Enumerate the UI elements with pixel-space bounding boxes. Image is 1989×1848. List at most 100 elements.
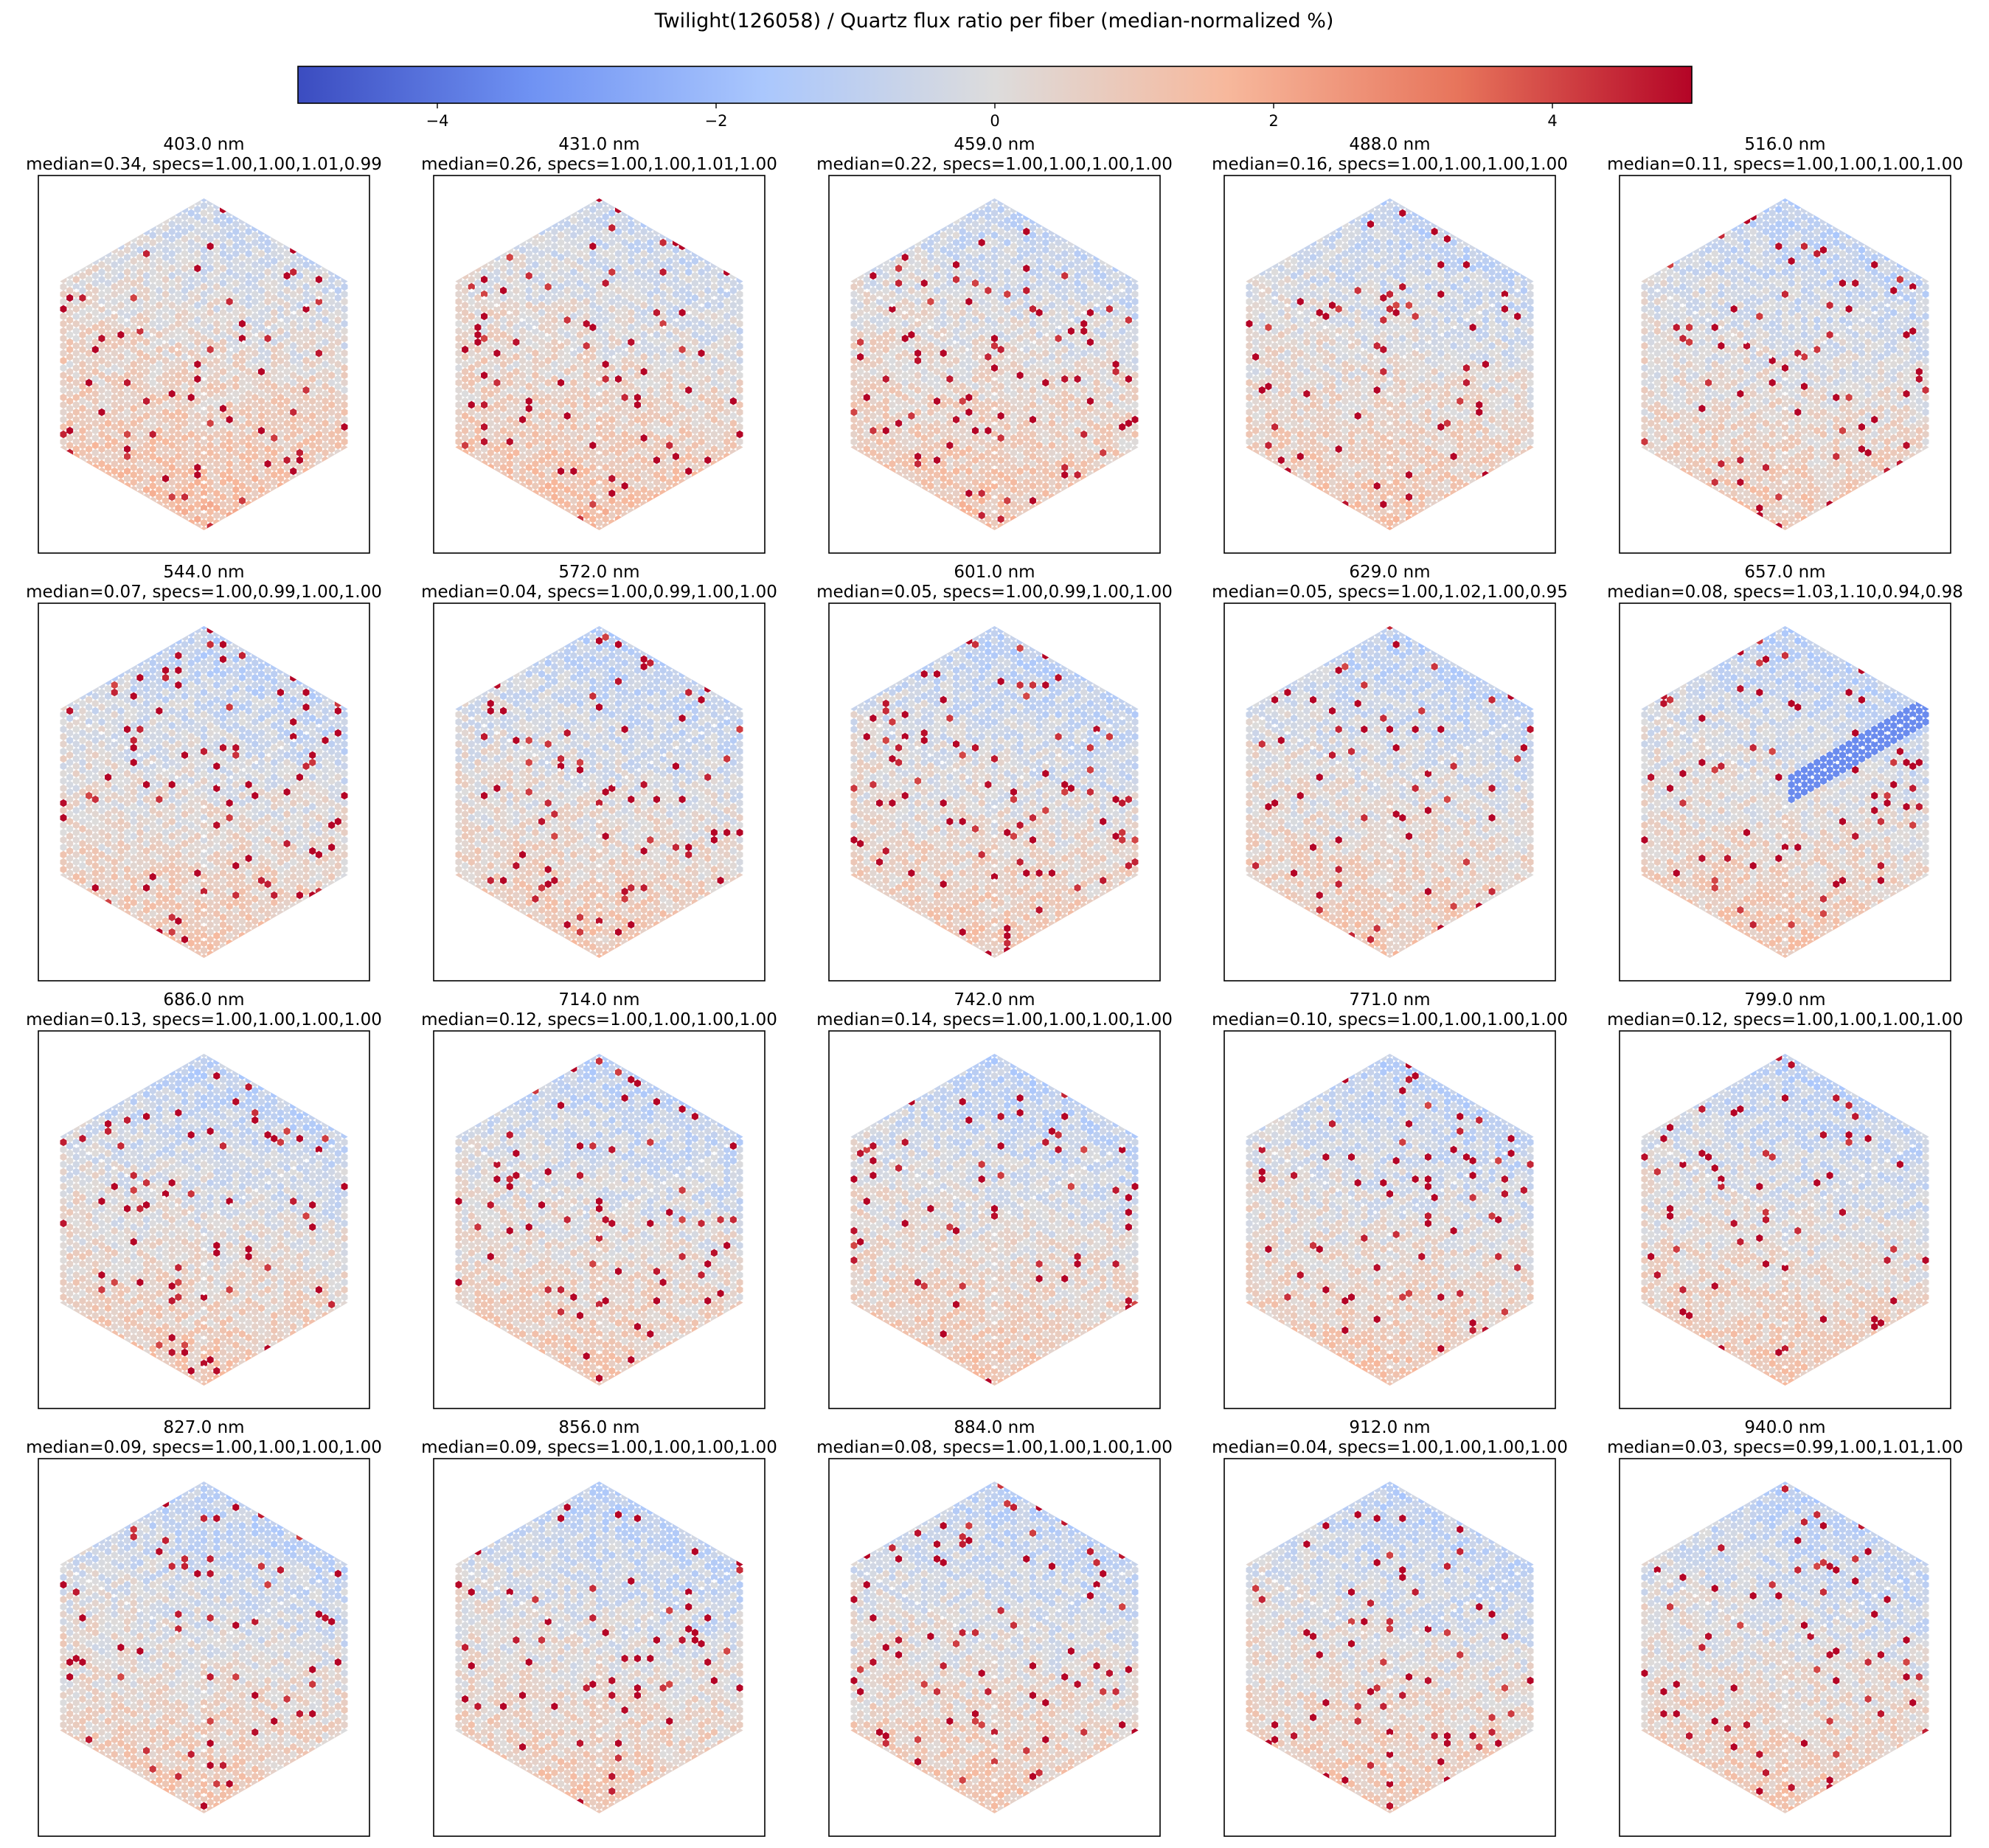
panel-wavelength: 686.0 nm (163, 990, 244, 1010)
panel-stats: median=0.08, specs=1.03,1.10,0.94,0.98 (1607, 583, 1963, 602)
panel-frame (38, 1458, 370, 1837)
colorbar-tick-label: −4 (426, 112, 449, 130)
fiber-map (1246, 198, 1534, 530)
panel-stats: median=0.34, specs=1.00,1.00,1.01,0.99 (26, 155, 382, 174)
fiber-map (1246, 1054, 1534, 1386)
fiber-map (60, 626, 348, 958)
panel-stats: median=0.12, specs=1.00,1.00,1.00,1.00 (421, 1010, 777, 1029)
colorbar-tick-label: 4 (1547, 112, 1557, 130)
panel-wavelength: 742.0 nm (954, 990, 1035, 1010)
panel-wavelength: 827.0 nm (163, 1418, 244, 1437)
colorbar: −4 −2 0 2 4 (297, 66, 1693, 130)
fiber-map (455, 1054, 743, 1386)
fiber-map (850, 626, 1139, 958)
panel-wavelength: 856.0 nm (558, 1418, 639, 1437)
colorbar-tick-label: 0 (990, 112, 999, 130)
panel-frame (828, 1030, 1161, 1409)
panel-frame (433, 602, 766, 982)
panel-frame (38, 175, 370, 554)
panel-wavelength: 459.0 nm (954, 135, 1035, 154)
fiber-map (850, 1054, 1139, 1386)
panel-frame (1619, 1458, 1951, 1837)
panel-frame (1223, 1030, 1556, 1409)
fiber-map (1641, 1481, 1929, 1813)
fiber-map (455, 626, 743, 958)
fiber-map (1641, 1054, 1929, 1386)
panel-stats: median=0.04, specs=1.00,1.00,1.00,1.00 (1212, 1438, 1568, 1457)
panel-frame (1223, 602, 1556, 982)
panel-frame (1619, 602, 1951, 982)
fiber-map (1246, 1481, 1534, 1813)
panel-stats: median=0.26, specs=1.00,1.00,1.01,1.00 (421, 155, 777, 174)
panel-wavelength: 601.0 nm (954, 563, 1035, 582)
panel-frame (1223, 175, 1556, 554)
panel-stats: median=0.13, specs=1.00,1.00,1.00,1.00 (26, 1010, 382, 1029)
fiber-map (60, 198, 348, 530)
panel-frame (828, 1458, 1161, 1837)
colorbar-tick-label: −2 (705, 112, 728, 130)
panel-stats: median=0.09, specs=1.00,1.00,1.00,1.00 (421, 1438, 777, 1457)
panel-frame (433, 175, 766, 554)
fiber-map (60, 1481, 348, 1813)
panel-wavelength: 657.0 nm (1744, 563, 1825, 582)
panel-stats: median=0.10, specs=1.00,1.00,1.00,1.00 (1212, 1010, 1568, 1029)
figure-title: Twilight(126058) / Quartz flux ratio per… (654, 10, 1334, 32)
colorbar-gradient (297, 66, 1693, 104)
panel-stats: median=0.12, specs=1.00,1.00,1.00,1.00 (1607, 1010, 1963, 1029)
panel-stats: median=0.14, specs=1.00,1.00,1.00,1.00 (816, 1010, 1173, 1029)
panel-frame (38, 1030, 370, 1409)
panel-stats: median=0.11, specs=1.00,1.00,1.00,1.00 (1607, 155, 1963, 174)
panel-stats: median=0.22, specs=1.00,1.00,1.00,1.00 (816, 155, 1173, 174)
panel-stats: median=0.07, specs=1.00,0.99,1.00,1.00 (26, 583, 382, 602)
panel-frame (828, 175, 1161, 554)
colorbar-ticks: −4 −2 0 2 4 (426, 103, 1558, 130)
fiber-map (60, 1054, 348, 1386)
panel-frame (433, 1030, 766, 1409)
panel-wavelength: 431.0 nm (558, 135, 639, 154)
panel-frame (1619, 175, 1951, 554)
fiber-map (1641, 198, 1929, 530)
panel-wavelength: 884.0 nm (954, 1418, 1035, 1437)
panel-wavelength: 912.0 nm (1349, 1418, 1430, 1437)
panel-wavelength: 572.0 nm (558, 563, 639, 582)
panel-stats: median=0.04, specs=1.00,0.99,1.00,1.00 (421, 583, 777, 602)
panel-wavelength: 771.0 nm (1349, 990, 1430, 1010)
panel-wavelength: 544.0 nm (163, 563, 244, 582)
colorbar-tick-label: 2 (1268, 112, 1278, 130)
panel-wavelength: 516.0 nm (1744, 135, 1825, 154)
panel-frame (433, 1458, 766, 1837)
panel-wavelength: 799.0 nm (1744, 990, 1825, 1010)
panel-frame (1223, 1458, 1556, 1837)
fiber-map (1641, 626, 1929, 958)
panel-stats: median=0.05, specs=1.00,0.99,1.00,1.00 (816, 583, 1173, 602)
fiber-map (455, 1481, 743, 1813)
panel-frame (38, 602, 370, 982)
panel-stats: median=0.09, specs=1.00,1.00,1.00,1.00 (26, 1438, 382, 1457)
panel-stats: median=0.03, specs=0.99,1.00,1.01,1.00 (1607, 1438, 1963, 1457)
panel-frame (828, 602, 1161, 982)
panel-stats: median=0.05, specs=1.00,1.02,1.00,0.95 (1212, 583, 1568, 602)
panel-frame (1619, 1030, 1951, 1409)
panel-stats: median=0.16, specs=1.00,1.00,1.00,1.00 (1212, 155, 1568, 174)
